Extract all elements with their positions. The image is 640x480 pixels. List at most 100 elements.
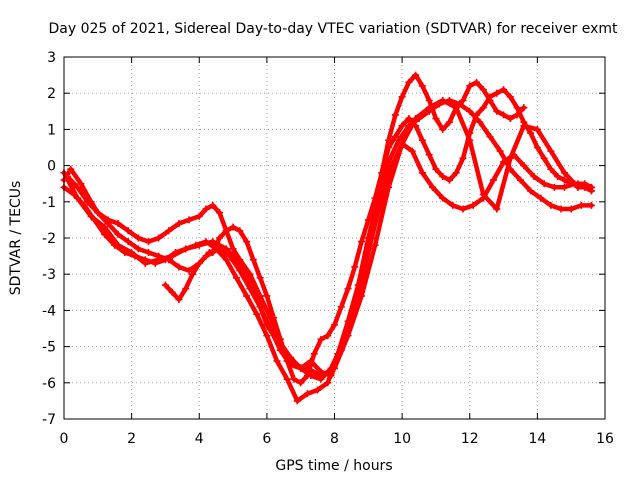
data-point: [175, 220, 183, 228]
y-tick-label: -6: [42, 376, 56, 392]
data-point: [195, 212, 203, 220]
data-point: [303, 372, 311, 380]
data-point: [527, 129, 535, 137]
data-point: [395, 136, 403, 144]
data-series: [161, 86, 595, 387]
data-point: [290, 375, 298, 383]
data-point: [74, 194, 82, 202]
data-point: [67, 165, 75, 173]
y-tick-label: -4: [42, 303, 56, 319]
data-point: [256, 274, 264, 282]
data-point: [249, 285, 257, 293]
data-point: [432, 115, 440, 123]
data-point: [337, 303, 345, 311]
data-point: [398, 122, 406, 130]
data-point: [270, 314, 278, 322]
data-point: [202, 252, 210, 260]
data-point: [371, 241, 379, 249]
data-point: [222, 227, 230, 235]
x-tick-label: 4: [195, 431, 204, 447]
grid: [64, 57, 605, 419]
data-point: [587, 201, 595, 209]
data-point: [185, 267, 193, 275]
x-axis-label: GPS time / hours: [275, 458, 392, 474]
data-point: [439, 194, 447, 202]
data-point: [324, 379, 332, 387]
x-tick-label: 16: [596, 431, 614, 447]
data-point: [222, 256, 230, 264]
data-point: [134, 234, 142, 242]
data-point: [547, 147, 555, 155]
data-point: [405, 115, 413, 123]
data-point: [175, 296, 183, 304]
data-point: [530, 172, 538, 180]
data-point: [554, 172, 562, 180]
data-point: [263, 321, 271, 329]
data-point: [385, 183, 393, 191]
data-point: [216, 209, 224, 217]
data-point: [168, 252, 176, 260]
data-point: [577, 201, 585, 209]
data-point: [243, 238, 251, 246]
data-point: [425, 104, 433, 112]
data-point: [229, 223, 237, 231]
data-point: [276, 335, 284, 343]
data-point: [469, 201, 477, 209]
data-point: [209, 248, 217, 256]
data-point: [506, 154, 514, 162]
data-point: [493, 89, 501, 97]
data-point: [412, 115, 420, 123]
data-point: [188, 270, 196, 278]
data-point: [439, 125, 447, 133]
data-point: [378, 169, 386, 177]
data-point: [500, 86, 508, 94]
data-point: [500, 158, 508, 166]
data-point: [310, 350, 318, 358]
x-tick-label: 14: [528, 431, 546, 447]
data-point: [155, 256, 163, 264]
data-series: [60, 71, 528, 383]
data-point: [124, 227, 132, 235]
data-point: [101, 223, 109, 231]
data-point: [209, 238, 217, 246]
data-point: [418, 169, 426, 177]
y-tick-label: -3: [42, 267, 56, 283]
data-point: [418, 82, 426, 90]
data-point: [520, 118, 528, 126]
data-point: [479, 104, 487, 112]
data-point: [476, 118, 484, 126]
data-point: [104, 220, 112, 228]
data-point: [283, 375, 291, 383]
data-point: [165, 227, 173, 235]
data-point: [527, 187, 535, 195]
y-tick-label: 3: [47, 50, 56, 66]
data-point: [273, 357, 281, 365]
data-point: [486, 133, 494, 141]
data-point: [445, 118, 453, 126]
data-point: [486, 93, 494, 101]
data-point: [408, 147, 416, 155]
data-point: [317, 372, 325, 380]
data-point: [283, 357, 291, 365]
data-point: [297, 379, 305, 387]
data-point: [182, 285, 190, 293]
data-point: [537, 194, 545, 202]
data-point: [513, 104, 521, 112]
y-tick-label: -1: [42, 195, 56, 211]
data-point: [391, 133, 399, 141]
data-point: [371, 194, 379, 202]
y-tick-label: -2: [42, 231, 56, 247]
data-point: [398, 140, 406, 148]
data-point: [496, 147, 504, 155]
data-point: [429, 183, 437, 191]
data-point: [398, 93, 406, 101]
data-point: [459, 205, 467, 213]
data-point: [358, 238, 366, 246]
data-point: [114, 230, 122, 238]
data-point: [368, 234, 376, 242]
data-point: [145, 238, 153, 246]
x-tick-label: 10: [393, 431, 411, 447]
data-point: [195, 259, 203, 267]
data-point: [243, 292, 251, 300]
data-point: [344, 285, 352, 293]
